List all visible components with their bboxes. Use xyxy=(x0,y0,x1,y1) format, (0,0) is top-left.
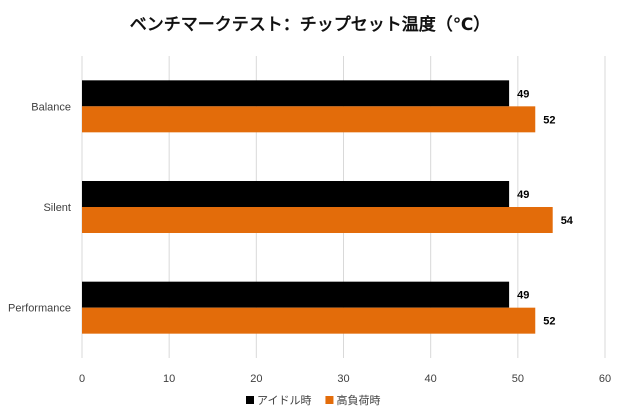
data-label: 52 xyxy=(543,316,555,328)
bar xyxy=(82,106,536,133)
x-tick-label: 0 xyxy=(79,373,85,385)
data-label: 49 xyxy=(517,88,529,100)
bar xyxy=(82,80,510,107)
x-tick-label: 10 xyxy=(163,373,175,385)
x-tick-label: 30 xyxy=(337,373,349,385)
x-tick-label: 20 xyxy=(250,373,262,385)
category-label: Performance xyxy=(8,303,71,315)
bar xyxy=(82,207,553,233)
chart-title: ベンチマークテスト：チップセット温度（℃） xyxy=(130,14,491,35)
bar xyxy=(82,307,536,334)
legend-label: 高負荷時 xyxy=(336,393,380,407)
data-label: 52 xyxy=(543,114,555,126)
legend-swatch xyxy=(246,396,254,404)
bars xyxy=(82,80,553,334)
data-label: 54 xyxy=(561,215,574,227)
x-tick-label: 40 xyxy=(425,373,437,385)
category-labels: Balance Silent Performance xyxy=(8,101,71,314)
x-tick-labels: 0 10 20 30 40 50 60 xyxy=(79,373,611,385)
data-label: 49 xyxy=(517,290,529,302)
data-label: 49 xyxy=(517,189,529,201)
category-label: Balance xyxy=(31,101,71,113)
legend: アイドル時 高負荷時 xyxy=(246,393,380,407)
x-tick-label: 50 xyxy=(512,373,524,385)
bar xyxy=(82,281,510,308)
x-tick-label: 60 xyxy=(599,373,611,385)
category-label: Silent xyxy=(43,202,71,214)
legend-swatch xyxy=(325,396,334,404)
legend-label: アイドル時 xyxy=(257,394,311,407)
bar xyxy=(82,181,510,207)
data-labels: 49 52 49 54 49 52 xyxy=(517,88,574,327)
